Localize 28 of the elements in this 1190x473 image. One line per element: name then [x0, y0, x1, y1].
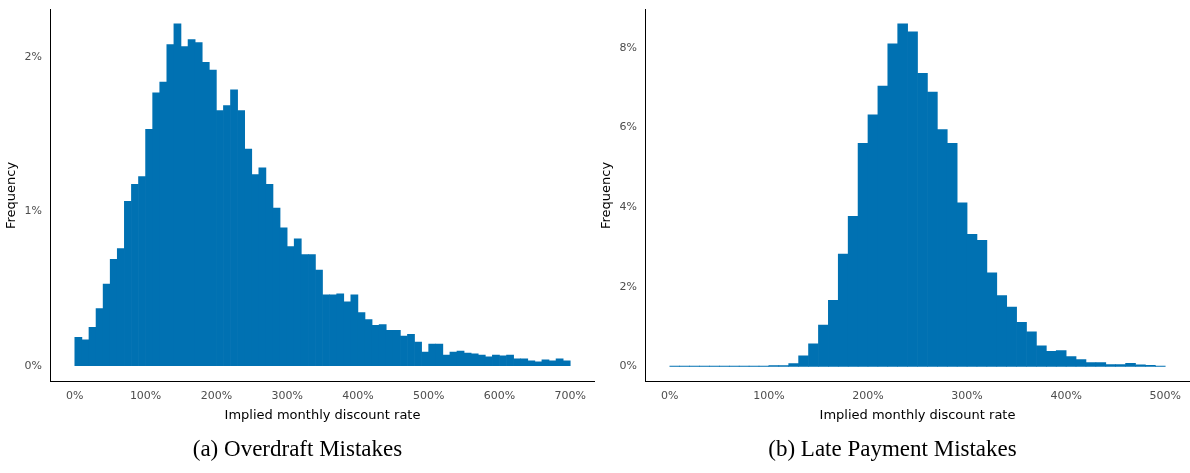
y-tick-label: 1%	[24, 204, 43, 218]
x-tick-label: 100%	[129, 388, 162, 402]
x-tick-label: 300%	[951, 388, 983, 402]
x-tick-label: 600%	[483, 388, 516, 402]
x-tick-label: 500%	[412, 388, 445, 402]
x-tick-label: 500%	[1149, 388, 1181, 402]
y-axis-title: Frequency	[598, 161, 614, 229]
y-tick-label: 2%	[619, 279, 638, 293]
text: (b) Late Payment Mistakes	[767, 436, 1018, 462]
x-tick-label: 200%	[852, 388, 884, 402]
x-tick-label: 0%	[661, 388, 679, 402]
x-tick-label: 0%	[66, 388, 84, 402]
x-tick-label: 100%	[753, 388, 785, 402]
y-tick-label: 0%	[24, 358, 43, 372]
x-tick-label: 200%	[200, 388, 233, 402]
y-tick-label: 0%	[619, 359, 638, 373]
y-tick-label: 6%	[619, 120, 638, 134]
y-tick-label: 8%	[619, 40, 638, 54]
x-axis-title: Implied monthly discount rate	[819, 406, 1016, 422]
y-tick-label: 4%	[619, 200, 638, 214]
text: (a) Overdraft Mistakes	[191, 436, 404, 462]
y-tick-label: 2%	[24, 50, 43, 64]
x-tick-label: 700%	[554, 388, 586, 402]
x-tick-label: 400%	[1050, 388, 1082, 402]
x-tick-label: 300%	[271, 388, 303, 402]
x-axis-title: Implied monthly discount rate	[224, 406, 421, 422]
x-tick-label: 400%	[342, 388, 374, 402]
y-axis-title: Frequency	[3, 161, 19, 229]
